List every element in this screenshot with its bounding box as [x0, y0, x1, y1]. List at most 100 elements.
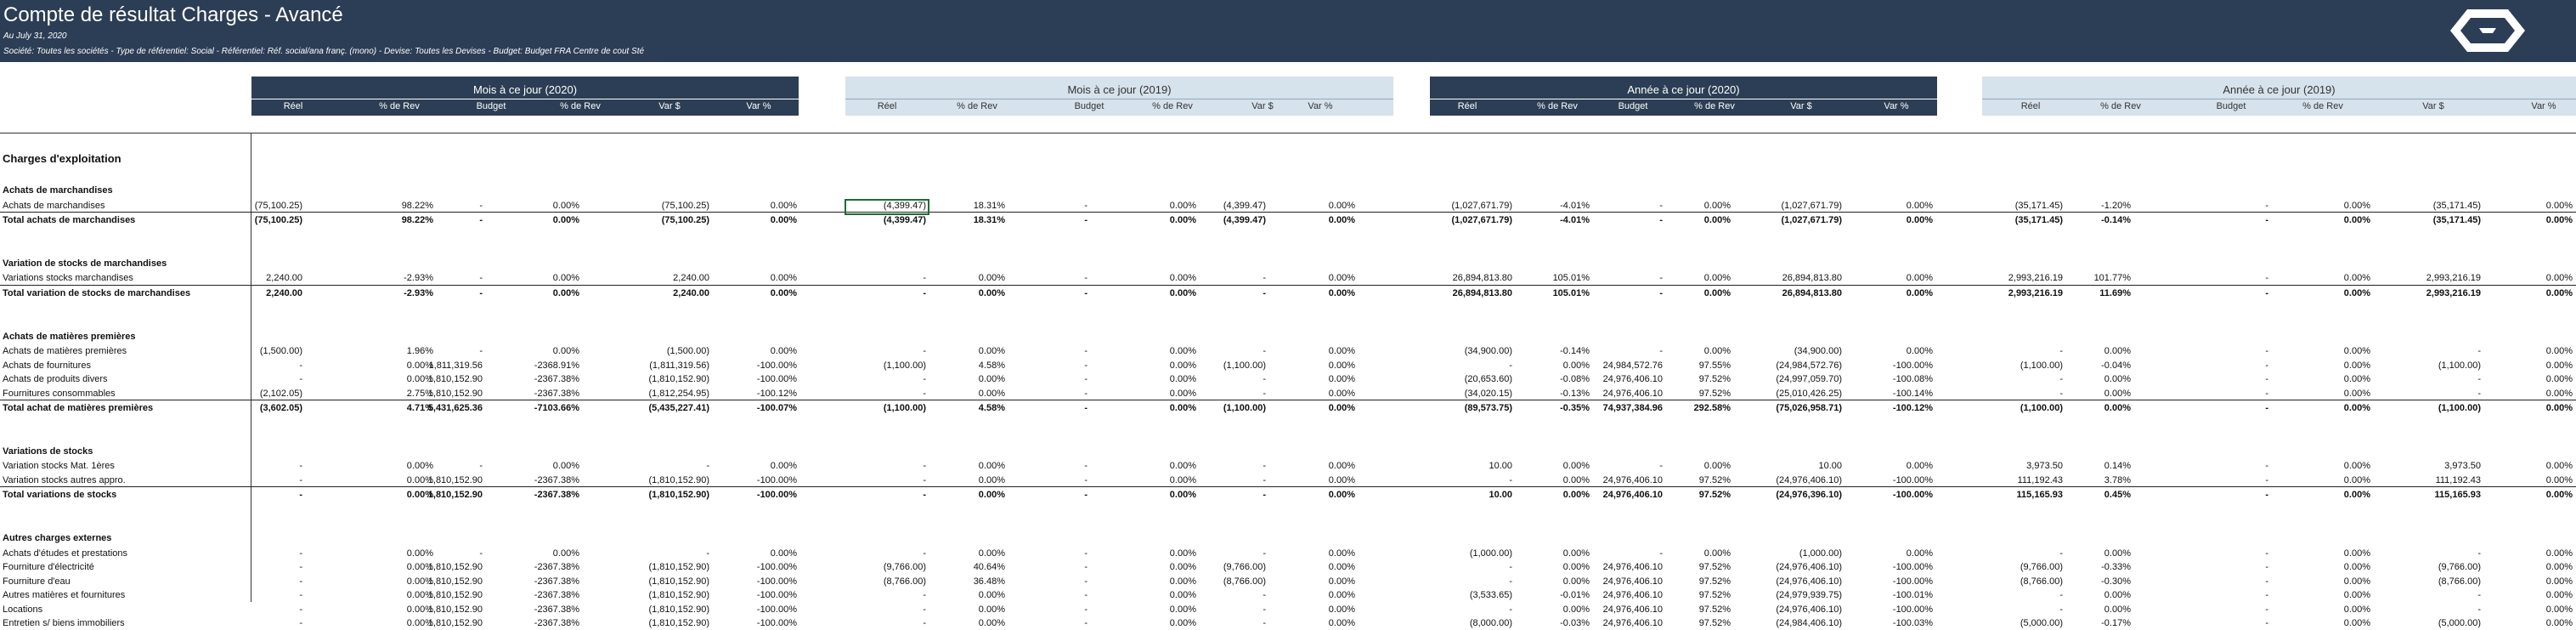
cell-value[interactable]: -	[2477, 548, 2481, 559]
cell-value[interactable]: -	[1263, 273, 1266, 284]
cell-value[interactable]: -	[1659, 273, 1663, 284]
cell-value[interactable]: -	[2477, 346, 2481, 357]
cell-value[interactable]: 0.00%	[1328, 562, 1355, 573]
cell-value[interactable]: 0.00%	[2545, 590, 2573, 601]
cell-value[interactable]: 0.00%	[1328, 200, 1355, 211]
cell-value[interactable]: 97.52%	[1698, 374, 1731, 385]
cell-value[interactable]: 0.00%	[1906, 461, 1933, 472]
cell-value[interactable]: -2367.38%	[534, 490, 579, 501]
cell-value[interactable]: -	[1263, 346, 1266, 357]
cell-value[interactable]: -	[299, 576, 302, 587]
cell-value[interactable]: 0.00%	[2343, 346, 2370, 357]
cell-value[interactable]: (1,027,671.79)	[1781, 200, 1842, 211]
cell-value[interactable]: 36.48%	[973, 576, 1005, 587]
cell-value[interactable]: 0.00%	[2343, 474, 2370, 485]
cell-value[interactable]: -2367.38%	[534, 576, 579, 587]
cell-value[interactable]: 24,976,406.10	[1602, 388, 1663, 399]
cell-value[interactable]: -0.01%	[1560, 590, 1590, 601]
cell-value[interactable]: -100.01%	[1892, 590, 1933, 601]
cell-value[interactable]: (9,766.00)	[1223, 562, 1266, 573]
cell-value[interactable]: 0.00%	[2545, 360, 2573, 371]
cell-value[interactable]: -	[1084, 287, 1087, 298]
cell-value[interactable]: -	[479, 273, 483, 284]
cell-value[interactable]: -1.20%	[2101, 200, 2131, 211]
table-row[interactable]: Variation stocks autres appro. -0.00% 1,81…	[0, 473, 2576, 487]
cell-value[interactable]: 0.00%	[1906, 200, 1933, 211]
cell-value[interactable]: 0.00%	[1169, 576, 1196, 587]
cell-value[interactable]: 0.00%	[1169, 388, 1196, 399]
cell-value[interactable]: -2.93%	[404, 287, 433, 298]
table-row[interactable]: Fourniture d'eau -0.00% 1,810,152.90 -2367.…	[0, 574, 2576, 588]
cell-value[interactable]: 26,894,813.80	[1452, 273, 1512, 284]
cell-value[interactable]: 0.00%	[1169, 490, 1196, 501]
cell-value[interactable]: 0.00%	[2545, 273, 2573, 284]
cell-value[interactable]: (35,171.45)	[2014, 200, 2063, 211]
cell-value[interactable]: -2.93%	[404, 273, 433, 284]
cell-value[interactable]: -100.00%	[756, 360, 797, 371]
cell-value[interactable]: (1,810,152.90)	[648, 576, 709, 587]
cell-value[interactable]: 0.00%	[2343, 562, 2370, 573]
cell-value[interactable]: -2367.38%	[534, 474, 579, 485]
cell-value[interactable]: -100.00%	[1892, 604, 1933, 615]
cell-value[interactable]: (1,027,671.79)	[1781, 215, 1842, 225]
cell-value[interactable]: -	[2265, 548, 2268, 559]
table-row[interactable]: Entretien s/ biens immobiliers -0.00% 1,81…	[0, 616, 2576, 630]
cell-value[interactable]: 0.00%	[2104, 374, 2131, 385]
cell-value[interactable]: -0.17%	[2101, 618, 2131, 629]
cell-value[interactable]: 0.00%	[2545, 548, 2573, 559]
cell-value[interactable]: -100.07%	[756, 403, 797, 414]
cell-value[interactable]: 0.00%	[770, 200, 797, 211]
cell-value[interactable]: -2367.38%	[534, 562, 579, 573]
cell-value[interactable]: 1,811,319.56	[428, 360, 483, 371]
cell-value[interactable]: -	[479, 461, 483, 472]
cell-value[interactable]: 2,993,216.19	[2426, 273, 2481, 284]
cell-value[interactable]: 0.00%	[406, 474, 433, 485]
cell-value[interactable]: (1,100.00)	[2020, 360, 2063, 371]
cell-value[interactable]: (4,399.47)	[1223, 215, 1266, 225]
cell-value[interactable]: 26,894,813.80	[1452, 287, 1512, 298]
cell-value[interactable]: -	[1659, 461, 1663, 472]
total-row[interactable]: Total achat de matières premières (3,602.…	[0, 400, 2576, 415]
cell-value[interactable]: 0.00%	[1169, 273, 1196, 284]
cell-value[interactable]: -	[299, 548, 302, 559]
cell-value[interactable]: -	[2265, 346, 2268, 357]
cell-value[interactable]: 0.00%	[1169, 215, 1196, 225]
cell-value[interactable]: 0.00%	[1703, 215, 1731, 225]
cell-value[interactable]: -	[299, 604, 302, 615]
cell-value[interactable]: -	[299, 474, 302, 485]
cell-value[interactable]: -	[2477, 590, 2481, 601]
cell-value[interactable]: -	[2265, 474, 2268, 485]
cell-value[interactable]: 97.52%	[1698, 490, 1731, 501]
cell-value[interactable]: -	[1084, 403, 1087, 414]
cell-value[interactable]: (1,500.00)	[666, 346, 709, 357]
cell-value[interactable]: -	[706, 548, 709, 559]
cell-value[interactable]: -0.13%	[1560, 388, 1590, 399]
cell-value[interactable]: 0.00%	[1169, 360, 1196, 371]
cell-value[interactable]: -	[299, 374, 302, 385]
cell-value[interactable]: 0.00%	[978, 273, 1005, 284]
cell-value[interactable]: 1,810,152.90	[427, 576, 483, 587]
cell-value[interactable]: -0.04%	[2101, 360, 2131, 371]
cell-value[interactable]: 1,810,152.90	[427, 388, 483, 399]
cell-value[interactable]: -	[1263, 490, 1266, 501]
cell-value[interactable]: 0.00%	[406, 374, 433, 385]
cell-value[interactable]: 0.00%	[978, 548, 1005, 559]
table-row[interactable]: Fourniture d'électricité -0.00% 1,810,152.…	[0, 559, 2576, 574]
cell-value[interactable]: (20,653.60)	[1464, 374, 1512, 385]
cell-value[interactable]: -	[299, 590, 302, 601]
cell-value[interactable]: 0.00%	[1562, 562, 1590, 573]
table-row[interactable]: Variation stocks Mat. 1ères - 0.00% - 0.00% -…	[0, 458, 2576, 473]
cell-value[interactable]: (24,997,059.70)	[1776, 374, 1842, 385]
cell-value[interactable]: 0.00%	[2545, 200, 2573, 211]
cell-value[interactable]: -100.00%	[1892, 360, 1933, 371]
cell-value[interactable]: -7103.66%	[534, 403, 579, 414]
cell-value[interactable]: -	[299, 618, 302, 629]
cell-value[interactable]: -	[1659, 287, 1663, 298]
table-row[interactable]: Achats de produits divers -0.00% 1,810,152…	[0, 372, 2576, 386]
cell-value[interactable]: (35,171.45)	[2014, 215, 2063, 225]
cell-value[interactable]: 115,165.93	[2016, 490, 2063, 501]
cell-value[interactable]: 0.00%	[770, 273, 797, 284]
cell-value[interactable]: 0.00%	[2104, 548, 2131, 559]
cell-value[interactable]: -	[1084, 474, 1087, 485]
cell-value[interactable]: -	[1509, 474, 1512, 485]
